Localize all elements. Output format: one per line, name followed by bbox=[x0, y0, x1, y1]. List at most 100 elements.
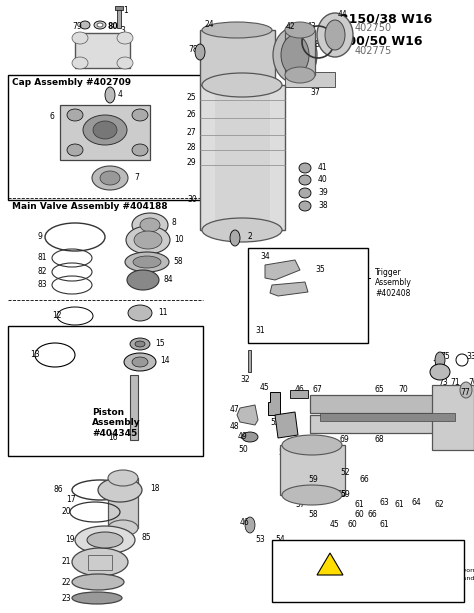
Text: 9: 9 bbox=[38, 232, 43, 241]
Ellipse shape bbox=[134, 231, 162, 249]
Text: 57: 57 bbox=[295, 500, 305, 509]
Ellipse shape bbox=[92, 166, 128, 190]
Text: 62: 62 bbox=[435, 500, 445, 509]
Text: 73: 73 bbox=[438, 378, 448, 387]
Text: 66: 66 bbox=[328, 445, 338, 454]
Text: 80: 80 bbox=[108, 22, 118, 31]
Ellipse shape bbox=[325, 20, 345, 50]
Text: 15: 15 bbox=[155, 339, 164, 348]
Bar bbox=[130, 375, 138, 440]
Text: 44: 44 bbox=[338, 10, 348, 19]
Polygon shape bbox=[268, 392, 280, 415]
Bar bbox=[200, 85, 285, 230]
Ellipse shape bbox=[282, 485, 342, 505]
Ellipse shape bbox=[132, 357, 148, 367]
Text: 54: 54 bbox=[275, 535, 285, 544]
Bar bbox=[432, 385, 474, 450]
Text: 26: 26 bbox=[187, 110, 197, 119]
Text: 6: 6 bbox=[50, 112, 55, 121]
Ellipse shape bbox=[128, 305, 152, 321]
Ellipse shape bbox=[75, 526, 135, 554]
Bar bbox=[117, 8, 121, 28]
Text: 3: 3 bbox=[120, 26, 125, 35]
Text: 4: 4 bbox=[118, 90, 123, 99]
Ellipse shape bbox=[299, 175, 311, 185]
Text: 29: 29 bbox=[187, 158, 197, 167]
Text: 60: 60 bbox=[348, 520, 358, 529]
Ellipse shape bbox=[72, 57, 88, 69]
Ellipse shape bbox=[80, 21, 90, 29]
Text: 69: 69 bbox=[340, 435, 350, 444]
Text: 50: 50 bbox=[238, 445, 248, 454]
Ellipse shape bbox=[285, 22, 315, 38]
Text: !: ! bbox=[332, 560, 336, 568]
Ellipse shape bbox=[117, 32, 133, 44]
Text: 13: 13 bbox=[30, 350, 40, 359]
Text: 67: 67 bbox=[313, 385, 323, 394]
Text: WARNING: WARNING bbox=[348, 553, 401, 563]
Text: 31: 31 bbox=[255, 326, 264, 335]
Ellipse shape bbox=[281, 35, 309, 75]
Text: 46: 46 bbox=[295, 385, 305, 394]
Bar bbox=[310, 395, 465, 413]
Ellipse shape bbox=[202, 73, 282, 97]
Bar bbox=[215, 85, 270, 230]
Text: 39: 39 bbox=[318, 188, 328, 197]
Ellipse shape bbox=[100, 171, 120, 185]
Text: 76: 76 bbox=[468, 378, 474, 387]
Bar bbox=[75, 33, 130, 68]
Text: 12: 12 bbox=[52, 311, 62, 320]
Text: 28: 28 bbox=[187, 143, 197, 152]
Text: Main Valve Assembly #404188: Main Valve Assembly #404188 bbox=[12, 202, 168, 211]
Text: 2: 2 bbox=[248, 232, 253, 241]
Text: 66: 66 bbox=[368, 510, 378, 519]
Text: Trigger
Assembly
#402408: Trigger Assembly #402408 bbox=[375, 268, 412, 298]
Text: present a safety hazard.: present a safety hazard. bbox=[285, 584, 362, 589]
Text: 85: 85 bbox=[142, 533, 152, 542]
Polygon shape bbox=[128, 440, 140, 455]
Ellipse shape bbox=[72, 32, 88, 44]
Ellipse shape bbox=[132, 144, 148, 156]
Bar bbox=[280, 445, 345, 495]
Text: 59: 59 bbox=[340, 490, 350, 499]
Ellipse shape bbox=[127, 270, 159, 290]
Text: 14: 14 bbox=[160, 356, 170, 365]
Ellipse shape bbox=[132, 213, 168, 237]
Text: 23: 23 bbox=[62, 594, 72, 603]
Ellipse shape bbox=[135, 341, 145, 347]
Text: 45: 45 bbox=[330, 520, 340, 529]
Text: 61: 61 bbox=[395, 500, 405, 509]
Ellipse shape bbox=[108, 470, 138, 486]
Text: 20: 20 bbox=[62, 507, 72, 516]
Text: 61: 61 bbox=[355, 500, 365, 509]
Bar bbox=[248, 350, 251, 372]
Polygon shape bbox=[237, 405, 258, 425]
Text: 32: 32 bbox=[240, 375, 250, 384]
Ellipse shape bbox=[97, 23, 103, 27]
Ellipse shape bbox=[108, 520, 138, 536]
Text: 45: 45 bbox=[260, 383, 270, 392]
Text: 38: 38 bbox=[318, 201, 328, 210]
Text: 18: 18 bbox=[150, 484, 159, 493]
Text: 17: 17 bbox=[66, 495, 76, 504]
Text: Cap Assembly #402709: Cap Assembly #402709 bbox=[12, 78, 131, 87]
Text: 21: 21 bbox=[62, 557, 72, 566]
Text: 30: 30 bbox=[187, 195, 197, 204]
Ellipse shape bbox=[299, 163, 311, 173]
Text: 7: 7 bbox=[134, 173, 139, 182]
Text: 58: 58 bbox=[308, 510, 318, 519]
Ellipse shape bbox=[273, 27, 317, 83]
Bar bbox=[8, 75, 203, 200]
Text: 402775: 402775 bbox=[355, 46, 392, 56]
Ellipse shape bbox=[126, 226, 170, 254]
Text: 64: 64 bbox=[412, 498, 422, 507]
Text: 41: 41 bbox=[318, 163, 328, 172]
Text: 55: 55 bbox=[336, 490, 346, 499]
Bar bbox=[460, 390, 472, 440]
Text: 50: 50 bbox=[305, 438, 315, 447]
Text: 79: 79 bbox=[72, 22, 82, 31]
Text: 3150/38 W16: 3150/38 W16 bbox=[340, 12, 432, 25]
Bar bbox=[115, 6, 123, 10]
Ellipse shape bbox=[130, 338, 150, 350]
Text: 24: 24 bbox=[205, 20, 215, 29]
